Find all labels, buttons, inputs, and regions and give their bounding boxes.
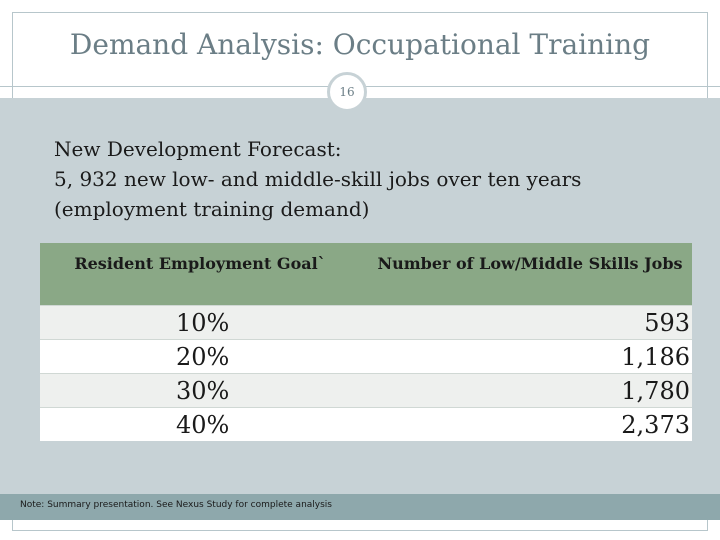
goal-cell: 20% — [176, 343, 230, 371]
table-row: 20% 1,186 — [40, 339, 692, 373]
jobs-cell: 1,186 — [621, 343, 690, 371]
jobs-cell: 593 — [644, 309, 690, 337]
footer-note: Note: Summary presentation. See Nexus St… — [20, 500, 332, 510]
goal-cell: 40% — [176, 411, 230, 439]
slide-title: Demand Analysis: Occupational Training — [69, 28, 651, 61]
header-resident-goal: Resident Employment Goal` — [74, 254, 326, 273]
goal-cell: 10% — [176, 309, 230, 337]
goal-cell: 30% — [176, 377, 230, 405]
forecast-line-3: (employment training demand) — [54, 197, 370, 221]
table-row: 40% 2,373 — [40, 407, 692, 441]
table-header: Resident Employment Goal` Number of Low/… — [40, 243, 692, 305]
employment-table: Resident Employment Goal` Number of Low/… — [40, 243, 692, 454]
header-jobs: Number of Low/Middle Skills Jobs — [377, 254, 683, 273]
forecast-text: New Development Forecast: 5, 932 new low… — [54, 134, 581, 224]
table-row: 10% 593 — [40, 305, 692, 339]
slide-number-badge: 16 — [327, 72, 367, 112]
footer-bar: Note: Summary presentation. See Nexus St… — [0, 494, 720, 520]
jobs-cell: 2,373 — [621, 411, 690, 439]
forecast-line-1: New Development Forecast: — [54, 137, 342, 161]
jobs-cell: 1,780 — [621, 377, 690, 405]
forecast-line-2: 5, 932 new low- and middle-skill jobs ov… — [54, 167, 582, 191]
table-row: 30% 1,780 — [40, 373, 692, 407]
